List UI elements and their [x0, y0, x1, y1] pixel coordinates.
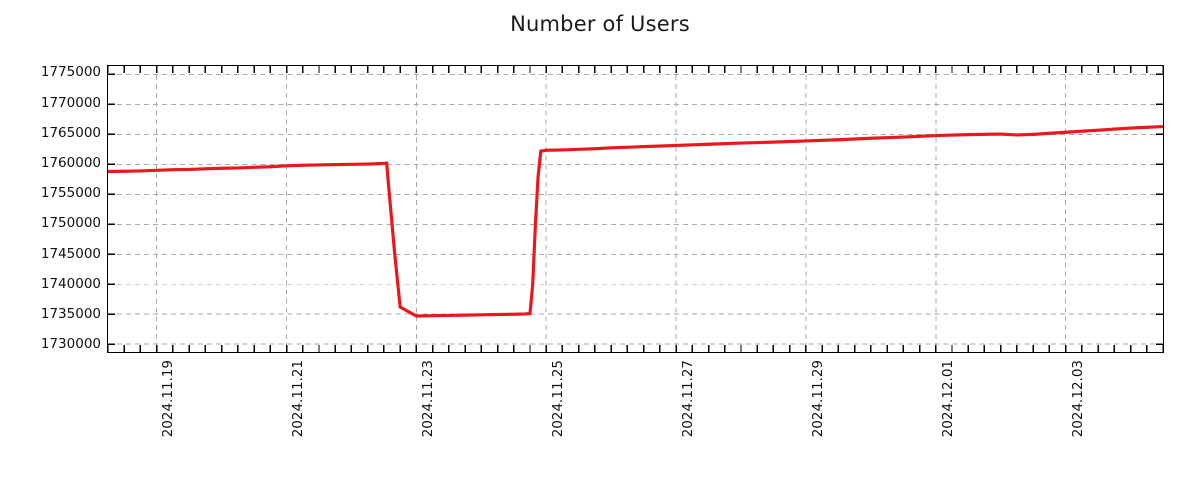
data-series-group — [108, 124, 1163, 318]
data-series-line — [108, 124, 1163, 318]
y-tick-label: 1765000 — [40, 124, 101, 141]
x-tick-label: 2024.11.21 — [289, 360, 306, 438]
x-tick-label: 2024.11.27 — [680, 360, 697, 438]
y-axis: 1730000 1735000 1740000 1745000 1750000 17550… — [0, 0, 101, 500]
plot-area — [107, 65, 1164, 353]
y-tick-label: 1750000 — [40, 215, 101, 232]
x-tick-label: 2024.12.01 — [940, 360, 957, 438]
y-tick-label: 1760000 — [40, 155, 101, 172]
y-tick-label: 1755000 — [40, 185, 101, 202]
x-tick-label: 2024.11.23 — [419, 360, 436, 438]
x-tick-label: 2024.12.03 — [1070, 360, 1087, 438]
y-tick-label: 1775000 — [40, 64, 101, 81]
chart-title: Number of Users — [510, 12, 690, 36]
plot-canvas — [108, 66, 1163, 352]
y-tick-label: 1740000 — [40, 275, 101, 292]
y-tick-label: 1730000 — [40, 336, 101, 353]
tick-marks — [108, 66, 1163, 352]
x-tick-label: 2024.11.19 — [159, 360, 176, 438]
x-tick-label: 2024.11.25 — [550, 360, 567, 438]
y-tick-label: 1770000 — [40, 94, 101, 111]
y-tick-label: 1735000 — [40, 305, 101, 322]
x-tick-label: 2024.11.29 — [810, 360, 827, 438]
grid-lines — [108, 66, 1163, 352]
y-tick-label: 1745000 — [40, 245, 101, 262]
